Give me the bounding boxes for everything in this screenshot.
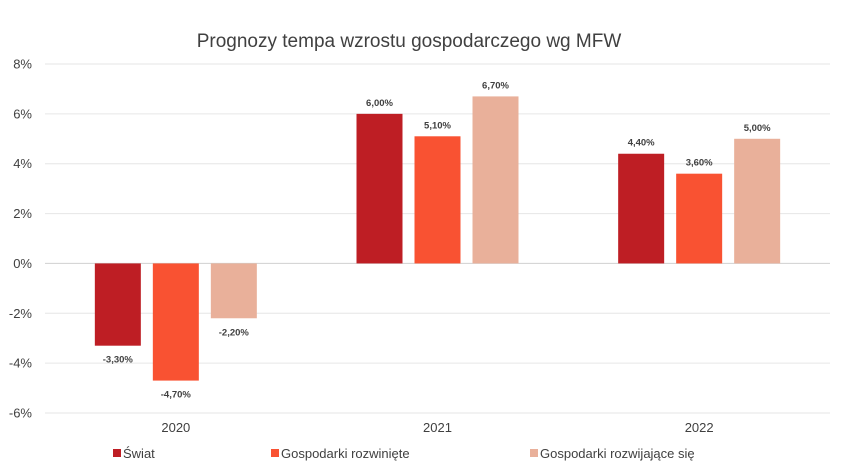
legend: Świat Gospodarki rozwinięte Gospodarki roz… bbox=[113, 446, 695, 461]
legend-item: Gospodarki rozwinięte bbox=[271, 446, 410, 461]
bar bbox=[472, 96, 519, 264]
data-label: -3,30% bbox=[103, 355, 134, 366]
legend-item: Gospodarki rozwijające się bbox=[530, 446, 695, 461]
data-label: 6,70% bbox=[482, 80, 509, 91]
chart-title: Prognozy tempa wzrostu gospodarczego wg … bbox=[197, 31, 622, 52]
bar bbox=[356, 113, 403, 264]
legend-swatch bbox=[113, 449, 121, 457]
data-label: -2,20% bbox=[219, 327, 250, 338]
data-label: 5,00% bbox=[744, 123, 771, 134]
bar bbox=[94, 263, 141, 346]
legend-swatch bbox=[530, 449, 538, 457]
legend-swatch bbox=[271, 449, 279, 457]
legend-item: Świat bbox=[113, 446, 155, 461]
bar bbox=[676, 173, 723, 264]
y-tick-label: 0% bbox=[13, 256, 32, 271]
bars bbox=[94, 96, 781, 381]
y-tick-label: -2% bbox=[9, 306, 33, 321]
bar bbox=[618, 153, 665, 264]
legend-label: Świat bbox=[123, 446, 155, 461]
x-tick-label: 2022 bbox=[685, 420, 714, 435]
data-label: 3,60% bbox=[686, 158, 713, 169]
bar bbox=[734, 138, 781, 264]
x-axis-ticks: 2020 2021 2022 bbox=[161, 420, 713, 435]
x-tick-label: 2020 bbox=[161, 420, 190, 435]
data-label: -4,70% bbox=[161, 390, 192, 401]
legend-label: Gospodarki rozwinięte bbox=[281, 446, 410, 461]
y-tick-label: -4% bbox=[9, 356, 33, 371]
data-label: 5,10% bbox=[424, 120, 451, 131]
y-tick-label: 6% bbox=[13, 106, 32, 121]
bar bbox=[210, 263, 257, 319]
bar bbox=[414, 136, 461, 264]
y-tick-label: 2% bbox=[13, 206, 32, 221]
data-label: 4,40% bbox=[628, 138, 655, 149]
data-label: 6,00% bbox=[366, 98, 393, 109]
bar bbox=[152, 263, 199, 381]
y-axis-ticks: 8% 6% 4% 2% 0% -2% -4% -6% bbox=[9, 57, 33, 421]
legend-label: Gospodarki rozwijające się bbox=[540, 446, 695, 461]
x-tick-label: 2021 bbox=[423, 420, 452, 435]
y-tick-label: 4% bbox=[13, 156, 32, 171]
y-tick-label: -6% bbox=[9, 406, 33, 421]
y-tick-label: 8% bbox=[13, 57, 32, 72]
data-labels: -3,30% -4,70% -2,20% 6,00% 5,10% 6,70% 4,40% 3,… bbox=[103, 80, 771, 400]
